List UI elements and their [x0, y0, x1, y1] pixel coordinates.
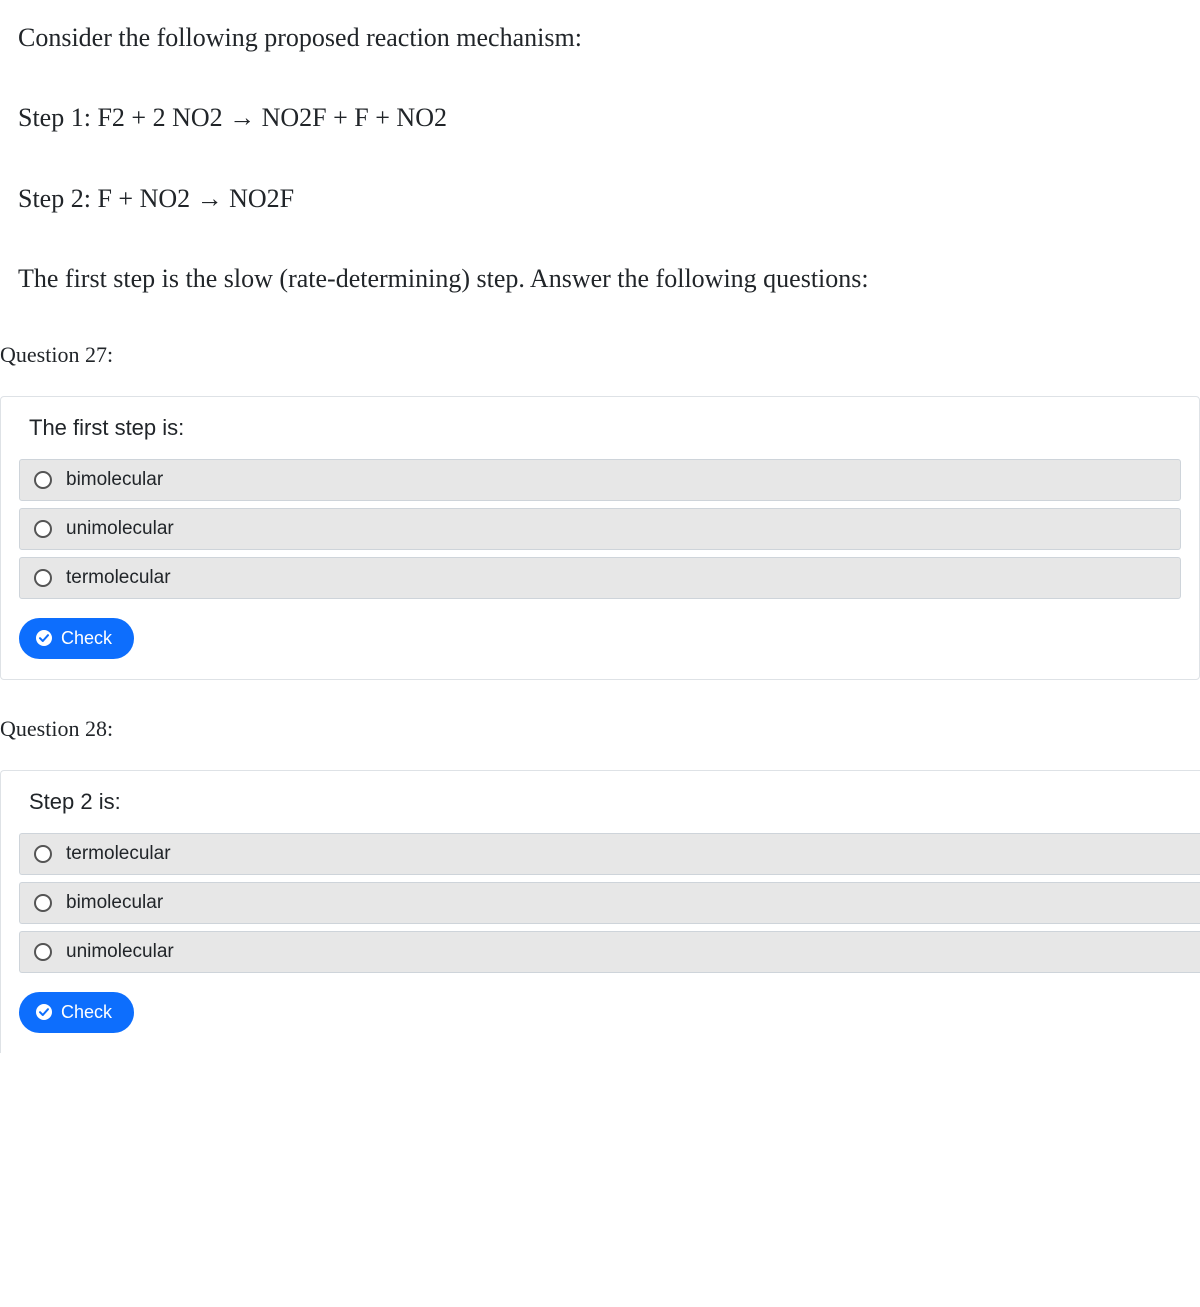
option-label: bimolecular: [66, 469, 163, 491]
rate-note-text: The first step is the slow (rate-determi…: [18, 261, 1182, 297]
option-label: termolecular: [66, 843, 171, 865]
question-27-option-0[interactable]: bimolecular: [19, 459, 1181, 501]
radio-icon: [34, 471, 52, 489]
question-27-prompt: The first step is:: [19, 415, 1181, 441]
check-button-label: Check: [61, 628, 112, 649]
question-28-prompt: Step 2 is:: [19, 789, 1200, 815]
radio-icon: [34, 845, 52, 863]
radio-icon: [34, 894, 52, 912]
check-button-label: Check: [61, 1002, 112, 1023]
question-28-option-2[interactable]: unimolecular: [19, 931, 1200, 973]
intro-text: Consider the following proposed reaction…: [18, 20, 1182, 56]
step-2-text: Step 2: F + NO2 → NO2F: [18, 181, 1182, 217]
check-button[interactable]: Check: [19, 992, 134, 1033]
question-27-label: Question 27:: [0, 342, 1182, 368]
question-28-card: Step 2 is: termolecular bimolecular unim…: [0, 770, 1200, 1053]
question-28-label: Question 28:: [0, 716, 1182, 742]
option-label: termolecular: [66, 567, 171, 589]
check-circle-icon: [35, 629, 53, 647]
question-27-option-1[interactable]: unimolecular: [19, 508, 1181, 550]
check-circle-icon: [35, 1003, 53, 1021]
option-label: bimolecular: [66, 892, 163, 914]
question-28-option-1[interactable]: bimolecular: [19, 882, 1200, 924]
check-button[interactable]: Check: [19, 618, 134, 659]
option-label: unimolecular: [66, 518, 174, 540]
question-27-card: The first step is: bimolecular unimolecu…: [0, 396, 1200, 680]
radio-icon: [34, 569, 52, 587]
question-27-option-2[interactable]: termolecular: [19, 557, 1181, 599]
page-content: Consider the following proposed reaction…: [0, 0, 1200, 1073]
step-1-text: Step 1: F2 + 2 NO2 → NO2F + F + NO2: [18, 100, 1182, 136]
radio-icon: [34, 943, 52, 961]
radio-icon: [34, 520, 52, 538]
question-28-option-0[interactable]: termolecular: [19, 833, 1200, 875]
option-label: unimolecular: [66, 941, 174, 963]
